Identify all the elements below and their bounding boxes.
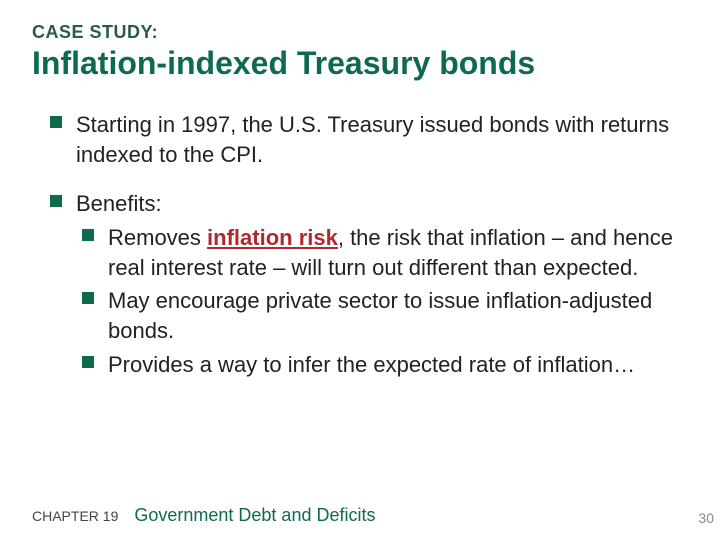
sub-bullet-item: Removes inflation risk, the risk that in…	[32, 223, 688, 282]
slide-content: CASE STUDY: Inflation-indexed Treasury b…	[0, 0, 720, 380]
sub-bullet-text: May encourage private sector to issue in…	[108, 286, 688, 345]
bullet-item: Benefits:	[32, 189, 688, 219]
chapter-label: CHAPTER 19	[32, 508, 118, 524]
sub-bullet-item: May encourage private sector to issue in…	[32, 286, 688, 345]
bullet-item: Starting in 1997, the U.S. Treasury issu…	[32, 110, 688, 169]
bullet-text: Benefits:	[76, 189, 688, 219]
sub-bullet-text: Removes inflation risk, the risk that in…	[108, 223, 688, 282]
bullet-marker-icon	[82, 229, 94, 241]
bullet-marker-icon	[50, 195, 62, 207]
chapter-title: Government Debt and Deficits	[134, 505, 375, 526]
bullet-text: Starting in 1997, the U.S. Treasury issu…	[76, 110, 688, 169]
bullet-marker-icon	[82, 356, 94, 368]
page-number: 30	[698, 510, 714, 526]
slide-title: Inflation-indexed Treasury bonds	[32, 45, 688, 82]
sub-bullet-text: Provides a way to infer the expected rat…	[108, 350, 688, 380]
case-study-label: CASE STUDY:	[32, 22, 688, 43]
sub-bullet-item: Provides a way to infer the expected rat…	[32, 350, 688, 380]
text-pre: Removes	[108, 225, 207, 250]
slide-footer: CHAPTER 19 Government Debt and Deficits …	[32, 505, 720, 526]
emphasis-text: inflation risk	[207, 225, 338, 250]
bullet-marker-icon	[50, 116, 62, 128]
bullet-marker-icon	[82, 292, 94, 304]
